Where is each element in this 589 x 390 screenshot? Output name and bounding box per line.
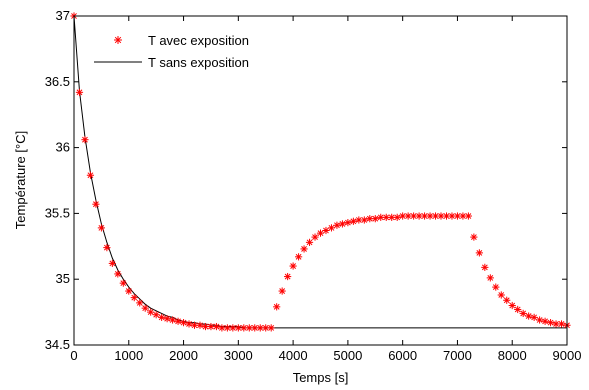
x-tick-label: 2000: [169, 348, 198, 363]
data-point-marker: [344, 219, 352, 227]
data-point-marker: [141, 304, 149, 312]
data-point-marker: [470, 233, 478, 241]
data-point-marker: [125, 287, 133, 295]
y-tick-label: 36.5: [45, 74, 70, 89]
data-point-marker: [338, 220, 347, 228]
data-point-marker: [393, 213, 401, 221]
data-point-marker: [240, 324, 248, 332]
data-point-marker: [508, 301, 516, 310]
x-tick-label: 4000: [279, 348, 308, 363]
y-tick-label: 36: [56, 140, 70, 155]
data-point-marker: [284, 272, 292, 281]
data-point-marker: [530, 313, 538, 321]
data-point-marker: [327, 224, 336, 232]
x-tick-label: 9000: [553, 348, 582, 363]
data-point-marker: [97, 224, 105, 232]
data-point-marker: [229, 324, 237, 332]
data-point-marker: [519, 309, 527, 318]
x-tick-label: 8000: [498, 348, 527, 363]
plot-frame: [73, 15, 568, 346]
data-point-marker: [300, 245, 308, 253]
data-point-marker: [360, 216, 368, 224]
y-tick-label: 35: [56, 271, 70, 286]
data-point-marker: [114, 270, 122, 278]
data-point-marker: [185, 320, 193, 328]
data-point-marker: [514, 305, 522, 314]
x-tick-label: 5000: [333, 348, 362, 363]
data-point-marker: [136, 299, 144, 307]
data-point-marker: [223, 324, 231, 332]
data-point-marker: [273, 303, 281, 311]
data-point-marker: [503, 296, 511, 304]
data-point-marker: [278, 287, 286, 295]
data-point-marker: [294, 253, 303, 261]
legend: T avec exposition T sans exposition: [94, 33, 249, 70]
data-point-marker: [322, 226, 330, 235]
data-point-marker: [464, 212, 472, 220]
x-tick-label: 0: [70, 348, 77, 363]
data-point-marker: [492, 283, 500, 291]
data-point-marker: [201, 322, 210, 331]
data-point-marker: [130, 294, 138, 302]
data-point-marker: [481, 263, 489, 271]
data-point-marker: [525, 312, 533, 320]
axes-layer: [73, 15, 568, 346]
data-point-marker: [536, 316, 544, 324]
y-tick-label: 34.5: [45, 337, 70, 352]
data-point-marker: [179, 319, 188, 327]
legend-marker-avec-exposition: [114, 36, 122, 44]
data-point-marker: [119, 279, 127, 287]
series-layer: [70, 12, 571, 332]
data-point-marker: [311, 233, 319, 241]
data-point-marker: [81, 136, 89, 144]
data-point-marker: [431, 212, 440, 220]
data-point-marker: [169, 316, 177, 324]
data-point-marker: [557, 320, 566, 328]
data-point-marker: [497, 291, 505, 299]
ticks-layer: 0 1000 2000 3000 4000 5000 6000 7000 8000 9000 34.…: [45, 8, 582, 363]
data-point-marker: [147, 308, 155, 316]
data-point-marker: [388, 213, 396, 221]
data-point-marker: [316, 229, 325, 237]
legend-label: T avec exposition: [148, 33, 249, 48]
x-axis-label: Temps [s]: [293, 370, 349, 385]
data-point-marker: [212, 322, 221, 331]
data-point-marker: [196, 321, 204, 329]
plot-area: [74, 16, 567, 345]
y-tick-label: 37: [56, 8, 70, 23]
data-point-marker: [75, 88, 84, 96]
data-point-marker: [546, 319, 555, 327]
data-point-marker: [108, 259, 116, 268]
x-tick-label: 3000: [224, 348, 253, 363]
data-point-marker: [158, 313, 166, 321]
data-point-marker: [355, 216, 363, 224]
x-tick-label: 6000: [388, 348, 417, 363]
data-point-marker: [475, 249, 483, 257]
data-point-marker: [333, 221, 341, 229]
data-point-marker: [349, 217, 357, 225]
data-point-marker: [174, 317, 182, 325]
data-point-marker: [486, 274, 494, 282]
y-axis-label: Température [°C]: [13, 131, 28, 229]
legend-label: T sans exposition: [148, 55, 249, 70]
data-point-marker: [305, 238, 314, 246]
y-tick-label: 35.5: [45, 205, 70, 220]
x-tick-label: 7000: [443, 348, 472, 363]
data-point-marker: [152, 311, 160, 319]
data-point-marker: [267, 324, 275, 332]
data-point-marker: [289, 262, 297, 270]
data-point-marker: [163, 315, 171, 323]
data-point-marker: [86, 171, 95, 179]
x-tick-label: 1000: [114, 348, 143, 363]
series-avec-exposition: [70, 12, 571, 332]
data-point-marker: [103, 244, 111, 252]
data-point-marker: [92, 200, 100, 208]
data-point-marker: [371, 215, 379, 223]
data-point-marker: [541, 317, 549, 325]
